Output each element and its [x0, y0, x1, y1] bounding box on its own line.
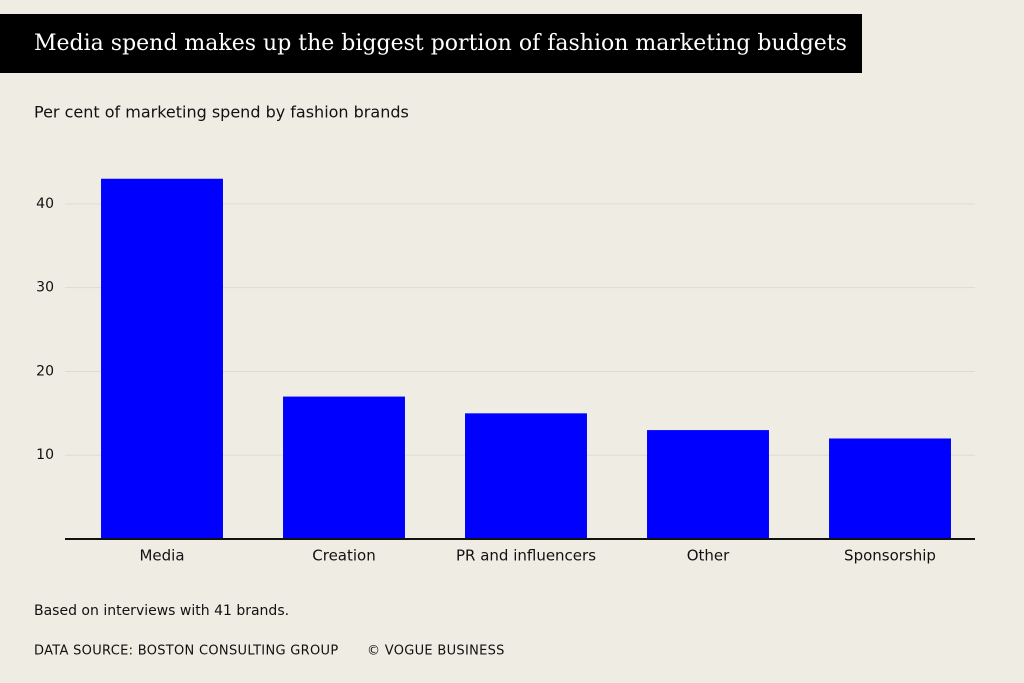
x-tick-label: Other	[687, 547, 730, 565]
x-tick-label: Creation	[312, 547, 375, 565]
x-tick-label: PR and influencers	[456, 547, 596, 565]
credit: © VOGUE BUSINESS	[367, 644, 505, 659]
bar	[465, 413, 587, 539]
y-tick-label: 30	[36, 280, 54, 296]
source: DATA SOURCE: BOSTON CONSULTING GROUP	[34, 644, 338, 659]
bar	[101, 178, 223, 539]
chart-subtitle: Per cent of marketing spend by fashion b…	[34, 103, 409, 122]
bar	[829, 438, 951, 539]
y-tick-label: 10	[36, 447, 54, 463]
y-tick-label: 40	[36, 196, 54, 212]
note: Based on interviews with 41 brands.	[34, 603, 289, 619]
y-tick-label: 20	[36, 363, 54, 379]
title-bar	[0, 14, 862, 73]
bar	[647, 430, 769, 539]
x-tick-label: Sponsorship	[844, 547, 936, 565]
x-tick-label: Media	[139, 547, 184, 565]
bar	[283, 396, 405, 539]
chart-title: Media spend makes up the biggest portion…	[34, 31, 847, 56]
